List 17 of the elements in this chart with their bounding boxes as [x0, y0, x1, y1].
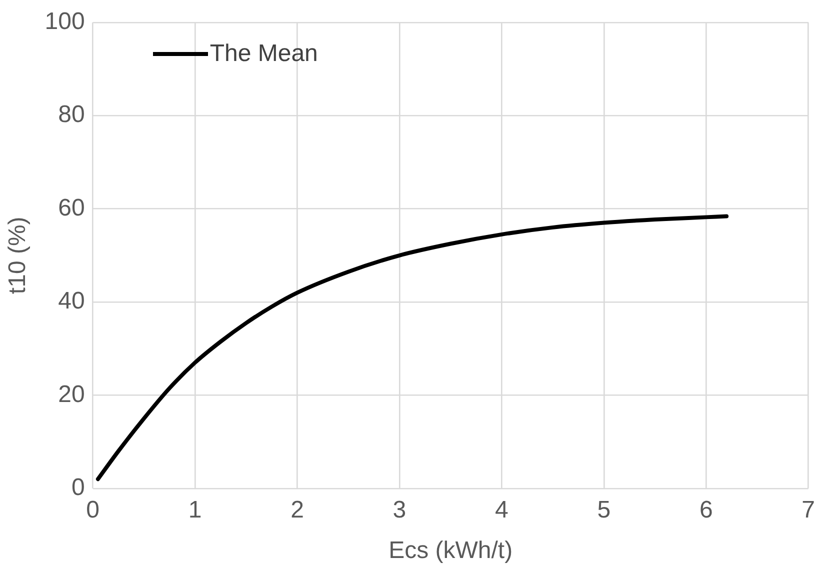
y-tick-label: 20 [58, 380, 85, 408]
x-tick-label: 7 [802, 496, 816, 524]
y-tick-label: 60 [58, 194, 85, 222]
x-tick-label: 3 [392, 496, 406, 524]
x-axis-title: Ecs (kWh/t) [388, 537, 513, 564]
y-tick-label: 100 [44, 8, 85, 36]
y-axis-title: t10 (%) [4, 216, 32, 294]
x-tick-label: 2 [290, 496, 304, 524]
x-tick-label: 5 [597, 496, 611, 524]
x-tick-label: 6 [699, 496, 713, 524]
x-tick-label: 4 [495, 496, 508, 524]
legend-label: The Mean [210, 40, 318, 68]
y-tick-label: 80 [58, 101, 85, 128]
y-tick-label: 0 [71, 474, 85, 502]
y-tick-label: 40 [58, 288, 85, 315]
line-series [96, 214, 729, 482]
x-tick-label: 1 [188, 496, 202, 524]
